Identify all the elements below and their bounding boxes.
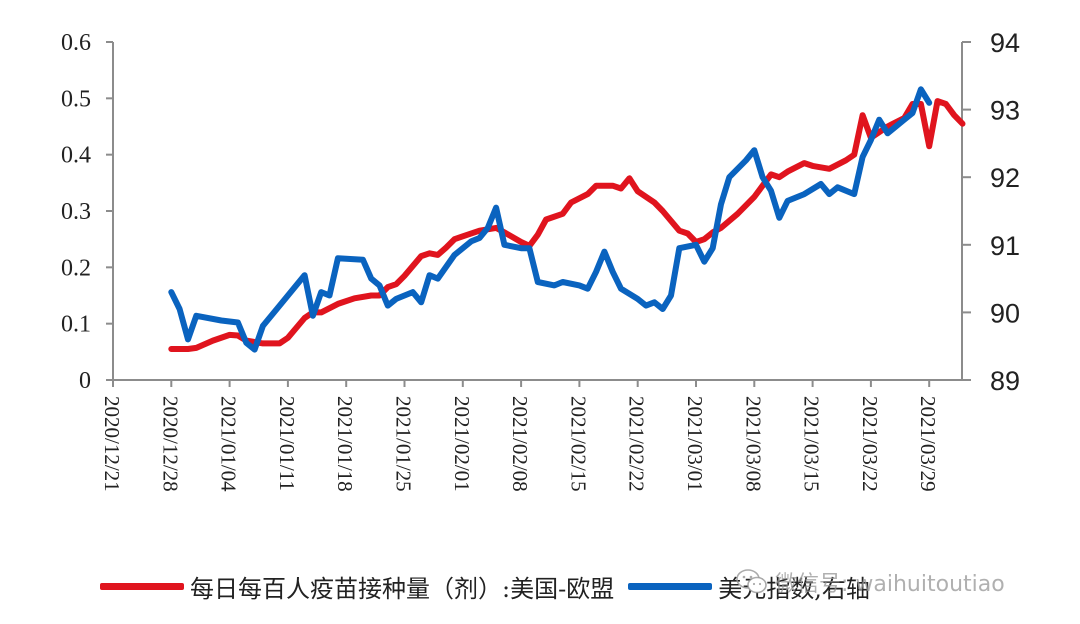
- x-axis-tick-label: 2021/03/08: [741, 396, 765, 492]
- x-axis-tick-label: 2021/03/22: [858, 396, 882, 492]
- x-axis-tick-label: 2021/03/29: [916, 396, 940, 492]
- left-axis-tick-label: 0.6: [61, 30, 91, 56]
- watermark: 微信号: waihuitoutiao: [735, 566, 1005, 598]
- wechat-icon: [736, 569, 767, 594]
- right-y-axis: 89 90 91 92 93 94: [961, 28, 1020, 396]
- legend-item-dollar-index: 美元指数,右轴: [628, 569, 870, 604]
- x-axis-tick-label: 2020/12/28: [158, 396, 182, 492]
- right-axis-tick-label: 90: [990, 298, 1020, 328]
- x-axis-tick-label: 2021/02/08: [508, 396, 532, 492]
- x-axis-tick-label: 2021/01/11: [275, 396, 299, 491]
- x-axis-tick-label: 2021/02/15: [566, 396, 590, 492]
- legend-label-vaccination: 每日每百人疫苗接种量（剂）:美国-欧盟: [190, 574, 615, 603]
- legend-item-vaccination: 每日每百人疫苗接种量（剂）:美国-欧盟: [100, 569, 614, 604]
- vaccination-gap-line: [168, 98, 966, 352]
- right-axis-tick-label: 91: [990, 231, 1020, 261]
- legend-swatch-red: [100, 582, 184, 590]
- right-axis-tick-label: 89: [990, 366, 1020, 396]
- watermark-text: 微信号: waihuitoutiao: [775, 572, 1005, 597]
- legend-label-dollar-index: 美元指数,右轴: [718, 574, 870, 603]
- x-axis-tick-label: 2021/02/01: [450, 396, 474, 492]
- x-axis-tick-label: 2020/12/21: [100, 396, 124, 492]
- legend: 每日每百人疫苗接种量（剂）:美国-欧盟 美元指数,右轴: [100, 566, 884, 606]
- x-axis-tick-label: 2021/03/15: [800, 396, 824, 492]
- right-axis-tick-label: 94: [990, 28, 1020, 58]
- left-axis-tick-label: 0: [79, 368, 91, 394]
- x-axis-tick-label: 2021/02/22: [625, 396, 649, 492]
- x-axis-tick-label: 2021/01/04: [217, 396, 241, 492]
- legend-swatch-blue: [628, 582, 713, 590]
- dollar-index-line: [168, 86, 933, 353]
- left-axis-tick-label: 0.1: [61, 312, 91, 338]
- x-axis-tick-label: 2021/01/18: [333, 396, 357, 492]
- left-axis-tick-label: 0.3: [61, 199, 91, 225]
- x-axis-tick-label: 2021/01/25: [392, 396, 416, 492]
- left-y-axis: 0 0.1 0.2 0.3 0.4 0.5 0.6: [61, 30, 114, 394]
- right-axis-tick-label: 93: [990, 96, 1020, 126]
- x-axis-tick-label: 2021/03/01: [683, 396, 707, 492]
- series-layer: [168, 86, 966, 353]
- left-axis-tick-label: 0.5: [61, 86, 91, 112]
- x-axis: 2020/12/21 2020/12/28 2021/01/04 2021/01/11…: [100, 379, 962, 492]
- right-axis-tick-label: 92: [990, 163, 1020, 193]
- left-axis-tick-label: 0.2: [61, 255, 91, 281]
- left-axis-tick-label: 0.4: [61, 143, 91, 169]
